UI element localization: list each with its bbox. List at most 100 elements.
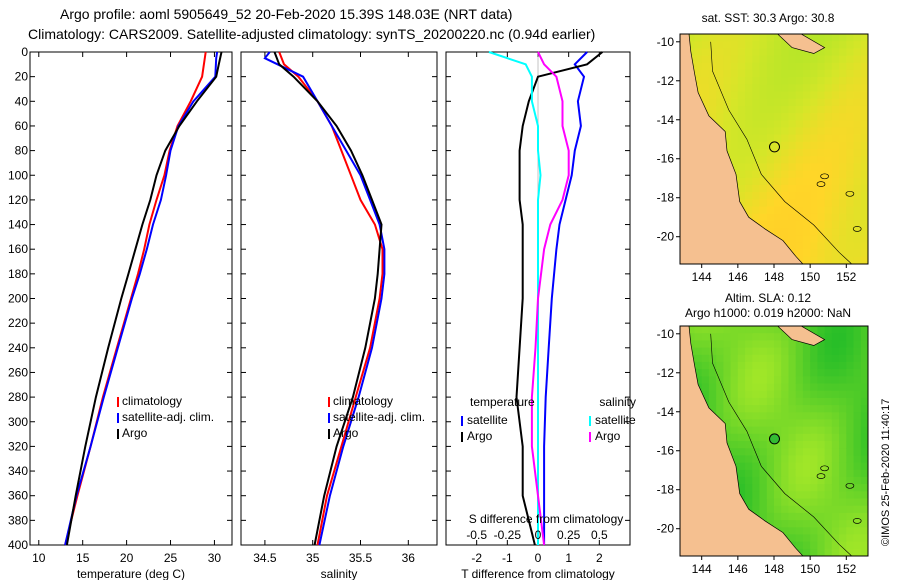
top-axis-tick-label: -0.25 — [494, 528, 522, 542]
salinity-panel — [240, 51, 438, 546]
diff-legend-label: satellite — [467, 413, 508, 427]
depth-tick-label: 120 — [8, 193, 28, 207]
sst-map-x-tick-label: 148 — [764, 270, 784, 284]
sla-map-reef — [816, 473, 826, 479]
depth-tick-label: 320 — [8, 439, 28, 453]
sla-map-contour — [710, 333, 852, 557]
salinity-legend-label: Argo — [333, 426, 359, 440]
temperature-x-axis-label: temperature (deg C) — [77, 567, 185, 580]
sst-map-argo-marker — [769, 141, 780, 153]
temperature-series-argo — [65, 51, 223, 546]
difference-panel — [445, 51, 631, 546]
difference-series-t-satellite — [543, 51, 588, 545]
depth-tick-label: 200 — [8, 292, 28, 306]
depth-tick-label: 180 — [8, 267, 28, 281]
title-line-2: Climatology: CARS2009. Satellite-adjuste… — [28, 26, 596, 42]
difference-series-s-satellite — [488, 51, 542, 545]
sla-map-title: Altim. SLA: 0.12 — [725, 291, 811, 305]
sla-map-y-tick-label: -18 — [657, 483, 675, 497]
salinity-legend-label: climatology — [333, 394, 393, 408]
sla-map-y-tick-label: -16 — [657, 444, 675, 458]
sla-map-x-tick-label: 144 — [692, 562, 712, 576]
depth-tick-label: 360 — [8, 489, 28, 503]
depth-tick-label: 0 — [21, 45, 28, 59]
depth-tick-label: 60 — [15, 119, 29, 133]
temperature-x-tick-label: 20 — [120, 551, 134, 565]
salinity-x-tick-label: 36 — [402, 551, 416, 565]
depth-tick-label: 100 — [8, 168, 28, 182]
temperature-x-tick-label: 10 — [32, 551, 46, 565]
depth-tick-label: 380 — [8, 513, 28, 527]
sla-map-subtitle: Argo h1000: 0.019 h2000: NaN — [685, 306, 851, 320]
diff-legend-label: Argo — [467, 429, 493, 443]
sla-map-x-tick-label: 152 — [836, 562, 856, 576]
sst-map-y-tick-label: -14 — [657, 113, 675, 127]
sst-map-x-tick-label: 146 — [728, 270, 748, 284]
sla-map-x-tick-label: 148 — [764, 562, 784, 576]
salinity-x-tick-label: 35.5 — [349, 551, 373, 565]
legend-title-salinity: salinity — [599, 395, 636, 409]
top-axis-label: S difference from climatology — [469, 512, 624, 526]
salinity-x-axis-label: salinity — [321, 567, 358, 580]
salinity-series-climatology — [278, 51, 384, 546]
sst-map-contour — [710, 41, 852, 265]
salinity-x-tick-label: 35 — [306, 551, 320, 565]
depth-tick-label: 300 — [8, 415, 28, 429]
sla-map-x-tick-label: 150 — [800, 562, 820, 576]
sst-map-y-tick-label: -18 — [657, 191, 675, 205]
sla-map-y-tick-label: -12 — [657, 366, 675, 380]
diff-legend-label: satellite — [595, 413, 636, 427]
temperature-legend-label: satellite-adj. clim. — [122, 410, 214, 424]
top-axis-tick-label: -0.5 — [466, 528, 487, 542]
temperature-x-tick-label: 15 — [76, 551, 90, 565]
sst-map-y-tick-label: -10 — [657, 35, 675, 49]
sla-map — [676, 325, 869, 560]
sst-map-y-tick-label: -16 — [657, 152, 675, 166]
sst-map-y-tick-label: -12 — [657, 74, 675, 88]
depth-tick-label: 400 — [8, 538, 28, 552]
sst-map-reef — [820, 173, 829, 180]
sst-map-y-tick-label: -20 — [657, 230, 675, 244]
depth-tick-label: 160 — [8, 242, 28, 256]
salinity-x-tick-label: 34.5 — [253, 551, 277, 565]
sla-map-reef — [820, 465, 829, 472]
depth-tick-label: 20 — [15, 70, 29, 84]
temperature-series-climatology — [64, 51, 207, 546]
temperature-x-tick-label: 30 — [208, 551, 222, 565]
sla-map-reef — [852, 518, 862, 524]
salinity-series-satellite-adj-clim- — [263, 51, 386, 546]
difference-series-s-argo — [530, 51, 570, 546]
sla-map-reef — [845, 482, 855, 489]
depth-tick-label: 220 — [8, 316, 28, 330]
depth-tick-label: 340 — [8, 464, 28, 478]
legend-title-temperature: temperature — [470, 395, 535, 409]
salinity-series-argo — [273, 51, 383, 546]
difference-x-tick-label: -1 — [502, 551, 513, 565]
temperature-series-satellite-adj-clim- — [64, 51, 219, 546]
sst-map-land — [679, 33, 804, 265]
sla-map-land — [679, 325, 804, 557]
salinity-frame — [240, 51, 438, 546]
difference-x-tick-label: -2 — [471, 551, 482, 565]
top-axis-tick-label: 0 — [535, 528, 542, 542]
temperature-x-tick-label: 25 — [164, 551, 178, 565]
depth-tick-label: 280 — [8, 390, 28, 404]
sst-map-x-tick-label: 152 — [836, 270, 856, 284]
sst-map-title: sat. SST: 30.3 Argo: 30.8 — [702, 11, 835, 25]
sst-map-reef — [845, 190, 855, 197]
sla-map-y-tick-label: -14 — [657, 405, 675, 419]
depth-tick-label: 80 — [15, 144, 29, 158]
sst-map — [676, 33, 869, 268]
depth-tick-label: 260 — [8, 365, 28, 379]
sla-map-y-tick-label: -10 — [657, 327, 675, 341]
credit-text: ©IMOS 25-Feb-2020 11:40:17 — [880, 398, 892, 546]
sla-map-argo-marker — [769, 433, 780, 445]
sst-map-reef — [852, 226, 862, 232]
difference-x-tick-label: 0 — [535, 551, 542, 565]
depth-tick-label: 140 — [8, 218, 28, 232]
salinity-legend-label: satellite-adj. clim. — [333, 410, 425, 424]
sla-map-y-tick-label: -20 — [657, 522, 675, 536]
top-axis-tick-label: 0.25 — [557, 528, 581, 542]
sst-map-reef — [816, 181, 826, 187]
